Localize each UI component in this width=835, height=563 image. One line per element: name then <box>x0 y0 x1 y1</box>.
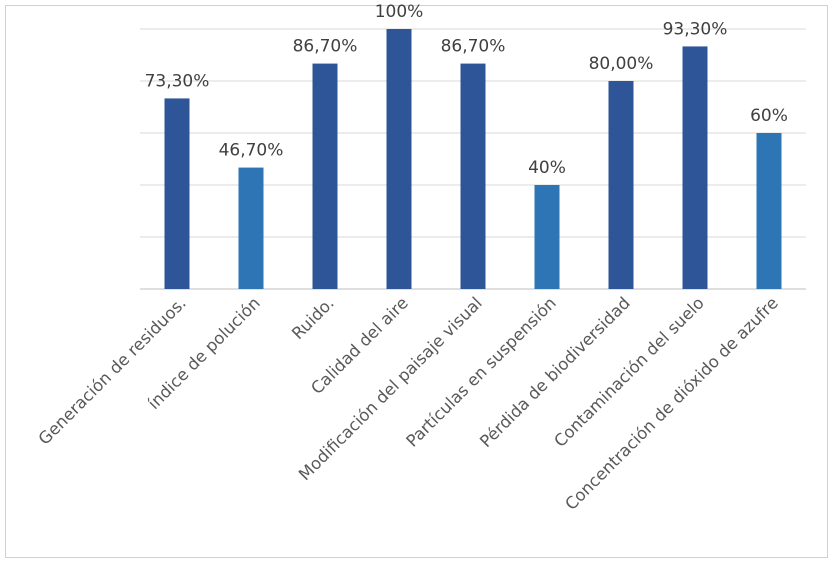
bar <box>608 81 634 289</box>
data-labels: 73,30% 46,70% 86,70% 100% 86,70% 40% 80,00% 93,… <box>145 2 788 178</box>
category-label: Generación de residuos. <box>35 293 190 448</box>
data-label: 86,70% <box>441 37 506 57</box>
bars <box>164 29 782 289</box>
bar <box>460 63 486 289</box>
bar <box>164 98 190 289</box>
data-label: 86,70% <box>293 37 358 57</box>
bar <box>312 63 338 289</box>
category-label: Contaminación del suelo <box>550 293 707 450</box>
data-label: 60% <box>750 106 788 126</box>
data-label: 46,70% <box>219 141 284 161</box>
category-label: Pérdida de biodiversidad <box>476 293 634 451</box>
bar <box>682 46 708 289</box>
bar <box>756 133 782 289</box>
category-labels: Generación de residuos.índice de polució… <box>35 293 782 513</box>
bar <box>238 167 264 289</box>
data-label: 40% <box>528 158 566 178</box>
bar <box>534 185 560 289</box>
data-label: 73,30% <box>145 71 210 91</box>
category-label: Partículas en suspensión <box>402 293 559 450</box>
category-label: Ruido. <box>288 293 338 343</box>
data-label: 80,00% <box>589 54 654 74</box>
data-label: 93,30% <box>663 19 728 39</box>
bar <box>386 29 412 289</box>
data-label: 100% <box>375 2 424 22</box>
